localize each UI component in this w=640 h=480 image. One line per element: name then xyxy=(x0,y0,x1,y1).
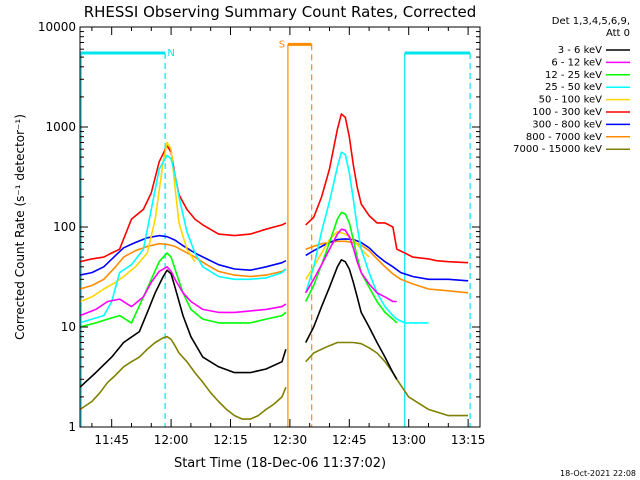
x-tick-label: 13:00 xyxy=(391,433,426,447)
y-tick-label: 10 xyxy=(61,320,76,334)
legend-header: Att 0 xyxy=(606,28,630,39)
legend-label: 25 - 50 keV xyxy=(545,82,602,93)
legend-label: 800 - 7000 keV xyxy=(526,132,602,143)
annotation-night xyxy=(80,51,471,427)
series-line xyxy=(304,151,429,324)
series-5 xyxy=(80,113,469,264)
series-line xyxy=(80,154,287,324)
axes-layer: 11:45 12:00 12:15 12:30 12:45 13:00 13:15 1 10 10… xyxy=(38,20,486,447)
series-1 xyxy=(80,228,397,317)
series-line xyxy=(305,113,469,264)
series-line xyxy=(80,141,196,303)
series-layer xyxy=(80,113,469,420)
plot-frame xyxy=(79,26,481,428)
x-tick-label: 12:45 xyxy=(332,433,367,447)
annotation-saa xyxy=(287,42,313,427)
series-8 xyxy=(80,335,469,420)
x-tick-label: 12:00 xyxy=(154,433,189,447)
series-line xyxy=(305,238,469,282)
series-line xyxy=(80,242,287,290)
x-tick-label: 12:30 xyxy=(273,433,308,447)
y-tick-label: 10000 xyxy=(38,20,76,34)
chart-title: RHESSI Observing Summary Count Rates, Co… xyxy=(84,3,477,21)
annotations-layer: NS xyxy=(80,39,471,427)
series-line xyxy=(305,230,370,280)
series-line xyxy=(80,335,287,420)
legend-label: 6 - 12 keV xyxy=(551,57,602,68)
x-tick-label: 11:45 xyxy=(94,433,129,447)
series-line xyxy=(80,252,287,328)
series-line xyxy=(305,228,397,303)
series-7 xyxy=(80,240,469,294)
series-2 xyxy=(80,211,398,328)
y-tick-label: 100 xyxy=(53,220,76,234)
series-0 xyxy=(80,258,398,388)
legend-label: 100 - 300 keV xyxy=(532,107,602,118)
series-4 xyxy=(80,141,370,303)
series-line xyxy=(80,144,287,263)
x-tick-label: 12:15 xyxy=(213,433,248,447)
footer-date: 18-Oct-2021 22:08 xyxy=(560,469,636,478)
legend-label: 12 - 25 keV xyxy=(545,70,602,81)
y-axis-label: Corrected Count Rate (s⁻¹ detector⁻¹) xyxy=(13,114,27,340)
x-axis-label: Start Time (18-Dec-06 11:37:02) xyxy=(174,456,386,471)
saa-label: S xyxy=(279,39,285,50)
series-line xyxy=(80,234,287,276)
legend-label: 50 - 100 keV xyxy=(539,95,603,106)
legend-header: Det 1,3,4,5,6,9, xyxy=(552,16,630,27)
y-tick-label: 1000 xyxy=(45,120,76,134)
night-label: N xyxy=(167,48,174,59)
series-line xyxy=(80,269,287,388)
series-3 xyxy=(80,151,429,324)
legend-label: 300 - 800 keV xyxy=(532,119,602,130)
x-tick-label: 13:15 xyxy=(451,433,486,447)
series-line xyxy=(304,258,398,380)
series-line xyxy=(304,211,398,324)
series-line xyxy=(305,341,469,417)
legend-label: 7000 - 15000 keV xyxy=(513,144,602,155)
legend-label: 3 - 6 keV xyxy=(558,45,602,56)
series-line xyxy=(80,265,287,317)
y-tick-label: 1 xyxy=(68,420,76,434)
